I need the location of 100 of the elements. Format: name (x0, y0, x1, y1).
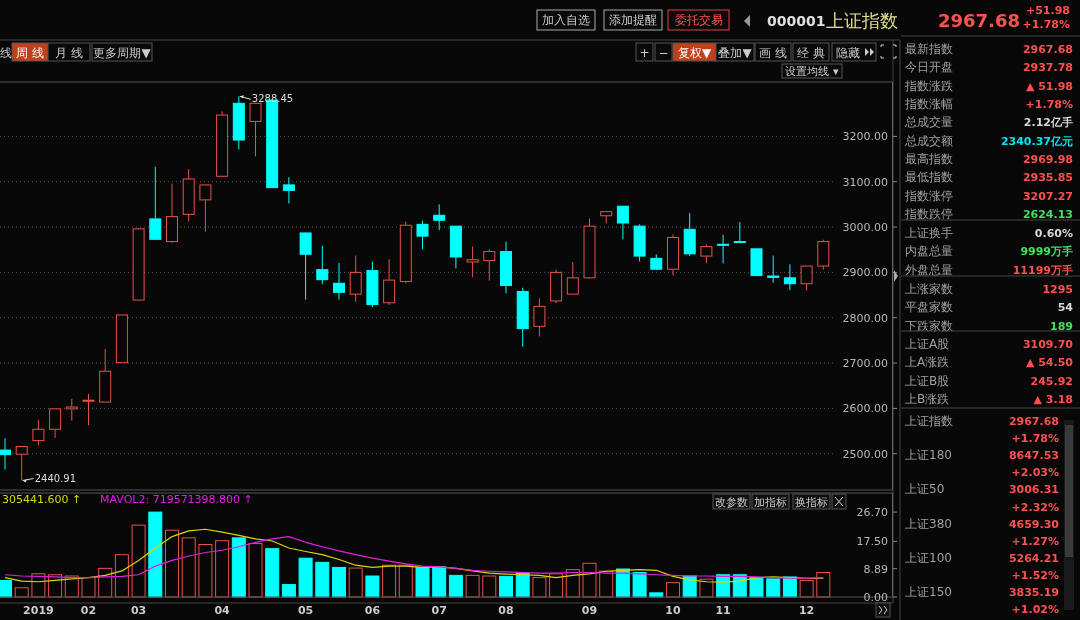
x-tick-label: 04 (214, 604, 231, 617)
text: 2967.68 (938, 10, 1020, 31)
candlestick (199, 184, 212, 233)
x-tick-label: 03 (130, 604, 147, 617)
bar (181, 537, 196, 598)
category-label: 上证150 (905, 585, 952, 599)
candlestick (316, 245, 329, 285)
candlestick (533, 297, 546, 337)
category-label: 上证指数 (905, 414, 953, 428)
text: 4659.30 (1008, 517, 1059, 531)
y-tick-label: 8.89 (863, 562, 888, 576)
text: +1.78% (1011, 432, 1059, 446)
category-label: 上A涨跌 (905, 355, 950, 370)
text: 2967.68 (1022, 43, 1073, 56)
bar (582, 562, 597, 598)
text: 2624.13 (1022, 208, 1073, 222)
bar (448, 574, 463, 598)
text: 3109.70 (1022, 338, 1073, 351)
text: 月 线 (55, 46, 83, 60)
text: 经 典 (797, 46, 825, 60)
candlestick (733, 221, 746, 244)
text: 1295 (1042, 283, 1073, 296)
bar (482, 575, 497, 598)
category-label: 上证180 (905, 448, 952, 463)
bar (348, 567, 363, 598)
candlestick (800, 265, 813, 292)
text: 189 (1050, 319, 1073, 333)
candlestick (783, 263, 796, 291)
candlestick (65, 398, 78, 422)
x-tick-label: 08 (498, 604, 514, 617)
text: 添加提醒 (609, 13, 657, 27)
category-label: 总成交量 (904, 115, 953, 130)
category-label: 最新指数 (905, 42, 953, 56)
text: +2.03% (1011, 466, 1059, 480)
annotation: 2440.91 (34, 472, 77, 484)
text: 画 线 (759, 46, 787, 60)
bar (398, 564, 413, 598)
category-label: 最低指数 (905, 170, 953, 185)
text: 54 (1057, 301, 1073, 315)
annotation: 换指标 (795, 495, 828, 509)
text: +1.78% (1022, 18, 1070, 31)
text: 0.60% (1034, 227, 1073, 240)
text: +51.98 (1025, 4, 1070, 17)
bar (699, 578, 714, 598)
text: MAVOL2: 719571398.800 ↑ (100, 493, 253, 506)
text: 2.12亿手 (1023, 116, 1073, 130)
text: 委托交易 (674, 13, 723, 27)
bar (298, 557, 313, 598)
category-label: 上证380 (905, 516, 952, 531)
category-label: 指数跌停 (904, 207, 953, 222)
text: 9999万手 (1020, 245, 1073, 259)
text: 上证指数 (826, 10, 898, 31)
candlestick (466, 246, 479, 278)
candlestick (349, 255, 362, 303)
candlestick (49, 408, 62, 439)
text: 设置均线 ▾ (785, 65, 839, 78)
text: +1.02% (1011, 603, 1059, 617)
y-tick-label: 2500.00 (842, 447, 888, 461)
x-tick-label: 2019 (23, 604, 54, 617)
category-label: 最高指数 (905, 152, 953, 167)
bar (382, 564, 397, 598)
text: 2935.85 (1022, 171, 1073, 185)
text: 更多周期▼ (93, 46, 152, 60)
bar (248, 543, 263, 598)
candlestick (700, 243, 713, 264)
bar (165, 529, 179, 598)
text: 2969.98 (1022, 153, 1073, 167)
candlestick (433, 203, 446, 231)
category-label: 内盘总量 (905, 244, 953, 259)
category-label: 下跌家数 (905, 318, 953, 333)
category-label: 指数涨停 (904, 188, 953, 203)
candlestick (416, 220, 429, 250)
bar (465, 574, 480, 598)
candlestick (299, 232, 312, 301)
bar (799, 579, 814, 598)
bar (666, 582, 680, 598)
y-tick-label: 2700.00 (842, 357, 888, 371)
bar (766, 578, 781, 598)
candlestick (566, 261, 579, 295)
category-label: 平盘家数 (905, 300, 953, 315)
text: 3207.27 (1022, 189, 1073, 203)
x-tick-label: 06 (364, 604, 381, 617)
bar (532, 577, 547, 598)
text: 245.92 (1030, 374, 1073, 388)
x-tick-label: 07 (431, 604, 447, 617)
y-tick-label: 26.70 (856, 506, 888, 520)
bar (749, 577, 764, 598)
category-label: 上证换手 (905, 226, 953, 240)
x-tick-label: 02 (80, 604, 97, 617)
text: 2967.68 (1008, 415, 1059, 428)
bar (315, 561, 330, 598)
bar (131, 524, 146, 598)
category-label: 上证100 (905, 550, 952, 565)
text: 3835.19 (1008, 586, 1059, 599)
category-label: 指数涨幅 (904, 97, 953, 112)
text: 000001 (767, 13, 826, 29)
text: 周 线 (16, 46, 44, 60)
bar (432, 566, 447, 598)
bar (198, 544, 213, 598)
candlestick (82, 393, 95, 426)
